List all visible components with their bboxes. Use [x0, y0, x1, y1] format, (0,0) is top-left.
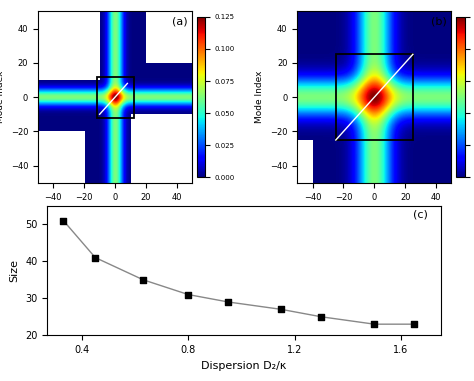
- X-axis label: Dispersion D₂/κ: Dispersion D₂/κ: [201, 360, 287, 371]
- Point: [410, 321, 418, 327]
- Text: (b): (b): [431, 17, 447, 27]
- Point: [184, 291, 192, 298]
- Y-axis label: Mode Index: Mode Index: [0, 71, 5, 123]
- Bar: [336, 54, 413, 140]
- X-axis label: Mode Index: Mode Index: [89, 207, 141, 216]
- Point: [278, 306, 285, 312]
- Point: [371, 321, 378, 327]
- Y-axis label: Size: Size: [10, 259, 20, 282]
- Point: [60, 218, 67, 224]
- Point: [139, 277, 147, 283]
- Text: (a): (a): [172, 17, 188, 27]
- Y-axis label: Mode Index: Mode Index: [255, 71, 264, 123]
- Text: (c): (c): [413, 210, 428, 219]
- Point: [224, 299, 232, 305]
- Point: [318, 314, 325, 320]
- X-axis label: Mode Index: Mode Index: [348, 207, 401, 216]
- Bar: [97, 77, 134, 118]
- Point: [91, 255, 99, 261]
